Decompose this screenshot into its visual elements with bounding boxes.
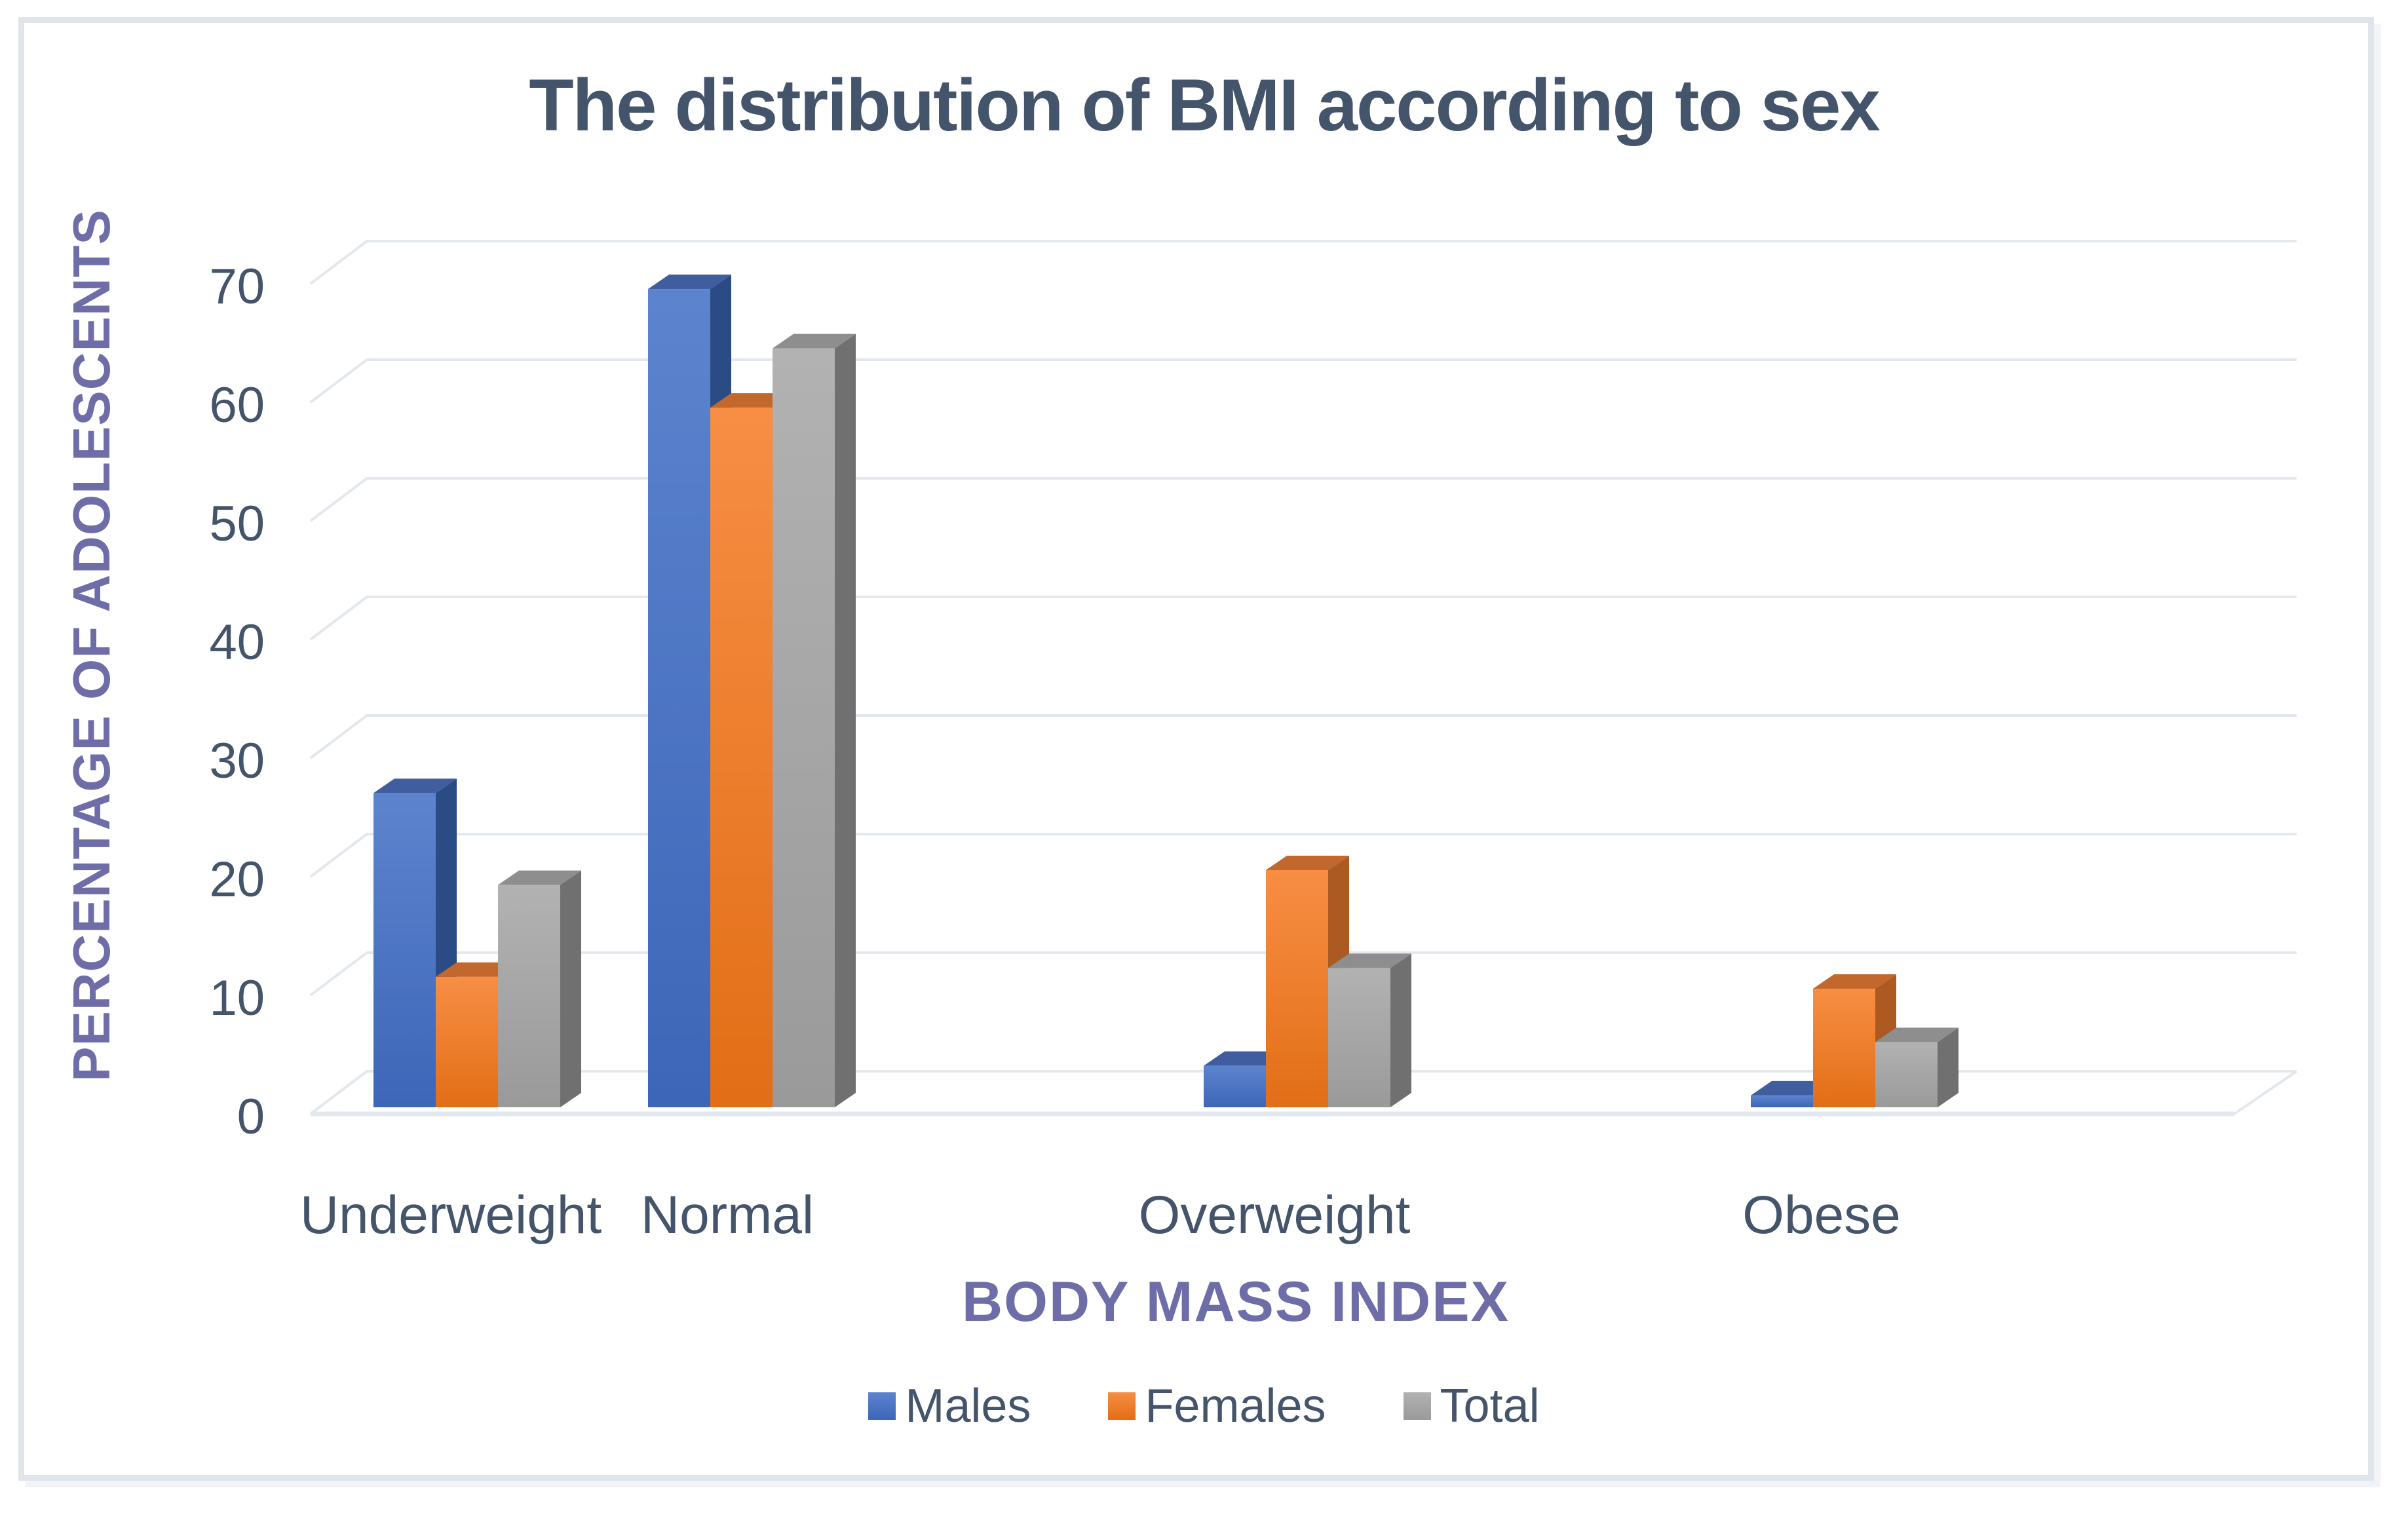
- legend-swatch-males: [868, 1392, 896, 1420]
- bar-males-underweight-top: [373, 778, 457, 793]
- bar-females-obese: [1813, 989, 1875, 1107]
- legend: Males Females Total: [0, 1377, 2408, 1436]
- category-label-underweight: Underweight: [299, 1185, 602, 1245]
- category-label-overweight: Overweight: [1138, 1185, 1411, 1245]
- bar-total-underweight: [498, 885, 560, 1107]
- floor-right-edge: [2233, 1070, 2298, 1115]
- gridline: [309, 951, 2297, 997]
- x-axis-title: BODY MASS INDEX: [962, 1270, 1510, 1333]
- y-tick-label: 60: [209, 377, 265, 433]
- bar-females-normal: [710, 408, 773, 1107]
- bar-males-obese: [1751, 1095, 1813, 1107]
- chart-title: The distribution of BMI according to sex: [529, 64, 1881, 146]
- gridline: [309, 714, 2297, 759]
- gridline: [309, 358, 2297, 404]
- bar-males-underweight: [373, 793, 436, 1107]
- bar-total-normal-top: [773, 333, 856, 349]
- bar-males-normal-top: [648, 275, 731, 290]
- gridline: [309, 596, 2297, 641]
- gridline: [309, 477, 2297, 522]
- bar-total-obese-top: [1875, 1027, 1959, 1042]
- bar-total-overweight: [1328, 968, 1390, 1107]
- bar-females-obese-top: [1813, 974, 1896, 989]
- legend-item-females: Females: [1108, 1377, 1326, 1436]
- gridline: [309, 1070, 2297, 1115]
- category-label-obese: Obese: [1742, 1185, 1901, 1245]
- bar-females-overweight-top: [1266, 856, 1349, 870]
- bar-total-obese-side: [1938, 1027, 1959, 1107]
- category-label-normal: Normal: [640, 1185, 814, 1245]
- bar-total-normal: [773, 348, 835, 1107]
- bar-total-underweight-side: [560, 870, 581, 1107]
- legend-swatch-females: [1108, 1392, 1136, 1420]
- bar-total-overweight-side: [1390, 953, 1411, 1107]
- bar-total-obese: [1875, 1042, 1938, 1107]
- legend-label: Males: [905, 1380, 1031, 1432]
- legend-swatch-total: [1403, 1392, 1431, 1420]
- bar-total-normal-side: [835, 333, 856, 1108]
- legend-label: Total: [1440, 1380, 1540, 1432]
- bar-females-overweight: [1266, 870, 1328, 1107]
- bar-total-overweight-top: [1328, 953, 1411, 968]
- chart-frame: [18, 17, 2374, 1481]
- y-tick-label: 10: [209, 970, 265, 1026]
- bar-males-normal: [648, 289, 710, 1108]
- bar-females-underweight: [436, 976, 498, 1107]
- y-tick-label: 0: [237, 1089, 265, 1145]
- legend-label: Females: [1145, 1380, 1326, 1432]
- legend-item-total: Total: [1403, 1377, 1540, 1436]
- y-tick-label: 20: [209, 852, 265, 907]
- gridline: [309, 240, 2297, 285]
- bar-males-overweight: [1204, 1065, 1266, 1107]
- y-tick-label: 40: [209, 615, 265, 670]
- y-tick-label: 70: [209, 259, 265, 314]
- legend-item-males: Males: [868, 1377, 1031, 1436]
- bar-total-underweight-top: [498, 870, 581, 885]
- y-tick-label: 50: [209, 496, 265, 552]
- gridline: [309, 833, 2297, 878]
- y-tick-label: 30: [209, 733, 265, 789]
